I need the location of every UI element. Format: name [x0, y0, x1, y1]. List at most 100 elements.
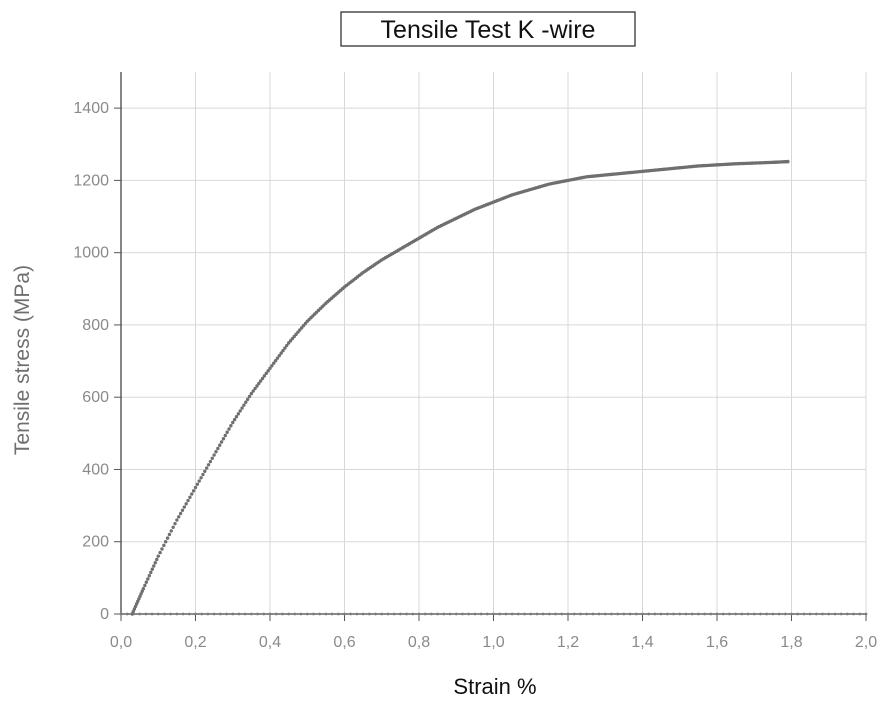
baseline-point [523, 612, 526, 616]
series-0-point [190, 492, 194, 496]
baseline-point [721, 612, 725, 616]
baseline-point [864, 612, 868, 616]
x-tick-label-7: 1,4 [631, 634, 653, 651]
baseline-point [281, 612, 284, 616]
series-0-point [160, 547, 164, 551]
baseline-point [852, 612, 855, 616]
baseline-point [547, 612, 551, 616]
series-0-point [232, 417, 237, 422]
baseline-point [206, 612, 210, 616]
baseline-point [262, 612, 266, 616]
series-0-point [283, 346, 287, 350]
series-0-point [139, 592, 143, 596]
series-0-point [186, 498, 190, 503]
series-0-point [245, 397, 250, 402]
baseline-point [709, 612, 713, 616]
baseline-point [833, 612, 837, 616]
baseline-point [498, 612, 502, 616]
baseline-point [790, 612, 793, 616]
baseline-point [591, 612, 595, 616]
baseline-point [529, 612, 533, 616]
x-tick-label-4: 0,8 [408, 634, 430, 651]
series-0-point [225, 430, 229, 434]
series-0-point [147, 573, 152, 578]
series-0-point [219, 440, 224, 444]
baseline-point [771, 612, 775, 616]
baseline-point [299, 612, 303, 616]
series-0-point [204, 466, 209, 470]
series-0-point [227, 427, 231, 431]
series-0-point [206, 463, 211, 467]
baseline-point [175, 612, 179, 616]
series-0-point [146, 577, 150, 581]
baseline-point [380, 612, 384, 616]
baseline-point [845, 612, 849, 616]
series-0-point [253, 386, 257, 391]
series-0-point [279, 351, 283, 355]
series-0-point [221, 437, 226, 441]
series-0-point [258, 379, 263, 383]
x-tick-label-6: 1,2 [557, 634, 579, 651]
series-0-point [199, 476, 203, 480]
series-0-point [156, 554, 160, 558]
baseline-point [485, 612, 489, 616]
baseline-point [814, 612, 818, 616]
baseline-point [312, 612, 315, 616]
baseline-point [430, 612, 433, 616]
series-0-point [234, 415, 239, 419]
x-tick-label-10: 2,0 [855, 634, 877, 651]
baseline-point [479, 612, 483, 616]
series-0-point [180, 508, 185, 512]
baseline-point [467, 612, 471, 616]
series-0-point [238, 409, 242, 413]
baseline-point [187, 612, 191, 616]
series-0-point [143, 583, 147, 588]
baseline-point [566, 612, 570, 616]
series-0-point [149, 570, 153, 575]
baseline-point [684, 612, 688, 616]
baseline-point [628, 612, 632, 616]
baseline-point [361, 612, 365, 616]
y-tick-label-5: 1000 [73, 245, 109, 262]
series-0-point [140, 589, 144, 593]
baseline-point [777, 612, 781, 616]
series-0-point [275, 356, 280, 360]
baseline-point [194, 612, 197, 616]
series-0-point [167, 532, 172, 537]
baseline-point [641, 612, 644, 616]
baseline-point [839, 612, 843, 616]
baseline-point [535, 612, 539, 616]
baseline-point [144, 612, 148, 616]
baseline-point [678, 612, 682, 616]
series-0-point [257, 381, 261, 386]
series-0-point [164, 540, 168, 544]
baseline-point [597, 612, 601, 616]
series-0-point [277, 353, 282, 358]
series-0-point [266, 369, 270, 373]
baseline-point [672, 612, 675, 616]
baseline-point [827, 612, 831, 616]
series-0-point [223, 433, 227, 438]
baseline-point [398, 612, 402, 616]
baseline-point [858, 612, 862, 616]
baseline-point [653, 612, 657, 616]
x-tick-label-8: 1,6 [706, 634, 728, 651]
baseline-point [715, 612, 719, 616]
baseline-point [125, 612, 129, 616]
series-0-point [177, 515, 181, 519]
y-tick-label-0: 0 [100, 606, 109, 623]
baseline-point [287, 612, 291, 616]
baseline-point [728, 612, 731, 616]
series-0-point [251, 389, 255, 393]
series-0-point [138, 594, 142, 598]
series-0-point [173, 521, 177, 526]
series-0-point [193, 485, 198, 490]
series-0-point [231, 420, 235, 425]
baseline-point [367, 612, 371, 616]
series-0-point [244, 400, 248, 404]
baseline-point [237, 612, 241, 616]
baseline-point [330, 612, 334, 616]
baseline-point [510, 612, 514, 616]
series-0-point [184, 502, 188, 506]
series-0-point [197, 479, 201, 483]
